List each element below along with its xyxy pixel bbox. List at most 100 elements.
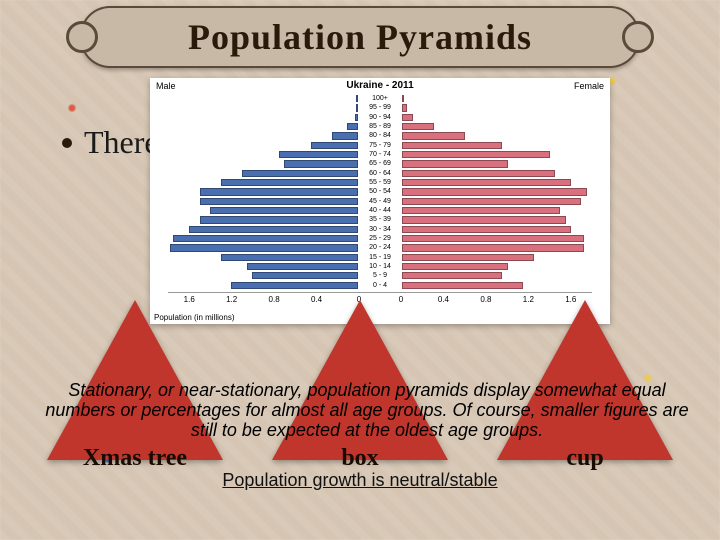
description-paragraph: Stationary, or near-stationary, populati… [44,380,690,440]
chart-male-side [168,94,359,290]
bullet-row: There [62,124,159,161]
female-bar [402,95,404,102]
age-label: 0 - 4 [373,281,387,290]
female-bar [402,114,413,121]
age-label: 100+ [372,94,388,103]
male-bar [173,235,358,242]
female-bar-row [402,113,592,122]
male-bar [252,272,358,279]
male-bar-row [168,131,358,140]
male-bar [231,282,358,289]
age-label: 85 - 89 [369,122,391,131]
male-bar [356,95,358,102]
female-bar [402,216,566,223]
age-label: 30 - 34 [369,225,391,234]
male-bar-row [168,234,358,243]
female-bar-row [402,215,592,224]
age-label: 65 - 69 [369,159,391,168]
male-bar [311,142,359,149]
female-bar-row [402,243,592,252]
female-bar [402,142,502,149]
female-bar [402,151,550,158]
male-bar [279,151,358,158]
male-bar-row [168,187,358,196]
age-label: 40 - 44 [369,206,391,215]
male-bar [200,188,358,195]
age-label: 55 - 59 [369,178,391,187]
male-bar-row [168,253,358,262]
female-bar [402,282,523,289]
female-bar-row [402,103,592,112]
female-bar-row [402,150,592,159]
male-bar [355,114,358,121]
female-bar-row [402,206,592,215]
male-bar [210,207,358,214]
male-bar-row [168,94,358,103]
male-bar-row [168,169,358,178]
female-bar [402,198,581,205]
female-bar [402,235,584,242]
chart-female-label: Female [574,81,604,91]
female-bar [402,263,508,270]
chart-age-labels: 100+95 - 9990 - 9485 - 8980 - 8475 - 797… [359,94,401,290]
male-bar-row [168,243,358,252]
age-label: 50 - 54 [369,187,391,196]
triangle-label: cup [495,445,675,472]
female-bar-row [402,122,592,131]
female-bar-row [402,271,592,280]
age-label: 70 - 74 [369,150,391,159]
age-label: 15 - 19 [369,253,391,262]
chart-title: Ukraine - 2011 [150,78,610,91]
female-bar [402,188,587,195]
male-bar [221,179,358,186]
chart-male-label: Male [156,81,176,91]
female-bar [402,226,571,233]
female-bar [402,254,534,261]
female-bar-row [402,262,592,271]
male-bar-row [168,103,358,112]
male-bar-row [168,122,358,131]
age-label: 45 - 49 [369,197,391,206]
male-bar [242,170,358,177]
age-label: 25 - 29 [369,234,391,243]
male-bar-row [168,113,358,122]
female-bar-row [402,225,592,234]
male-bar-row [168,225,358,234]
female-bar [402,244,584,251]
male-bar [200,216,358,223]
female-bar [402,132,465,139]
triangle-label: Xmas tree [45,445,225,472]
female-bar [402,123,434,130]
female-bar [402,160,508,167]
female-bar-row [402,131,592,140]
male-bar-row [168,271,358,280]
bullet-dot-icon [62,138,72,148]
male-bar [247,263,358,270]
age-label: 95 - 99 [369,103,391,112]
age-label: 75 - 79 [369,141,391,150]
chart-female-side [401,94,592,290]
age-label: 20 - 24 [369,243,391,252]
paragraph-text: Stationary, or near-stationary, populati… [45,380,688,440]
male-bar [356,104,358,111]
age-label: 90 - 94 [369,113,391,122]
male-bar-row [168,178,358,187]
male-bar-row [168,197,358,206]
chart-plot-area: 100+95 - 9990 - 9485 - 8980 - 8475 - 797… [168,94,592,290]
female-bar-row [402,178,592,187]
triangle-label: box [270,445,450,472]
age-label: 5 - 9 [373,271,387,280]
male-bar-row [168,206,358,215]
title-banner: Population Pyramids [80,6,640,68]
male-bar [200,198,358,205]
male-bar [284,160,358,167]
male-bar-row [168,262,358,271]
female-bar [402,179,571,186]
female-bar-row [402,234,592,243]
female-bar-row [402,94,592,103]
female-bar [402,272,502,279]
male-bar [189,226,358,233]
male-bar-row [168,281,358,290]
female-bar [402,170,555,177]
female-bar-row [402,159,592,168]
